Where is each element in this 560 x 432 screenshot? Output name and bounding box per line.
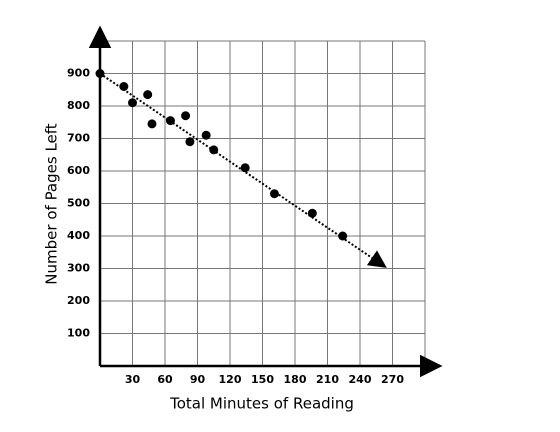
x-tick-label: 240 [349,373,372,386]
trend-line [99,72,387,268]
y-tick-label: 500 [67,197,90,210]
y-tick-label: 200 [67,294,90,307]
x-tick-label: 270 [381,373,404,386]
x-tick-label: 60 [157,373,173,386]
point [185,137,195,147]
point [119,82,129,91]
y-tick-label: 900 [67,67,90,80]
y-tick-label: 300 [67,262,90,275]
x-tick-label: 90 [190,373,206,386]
y-axis-label: Number of Pages Left [43,123,61,284]
x-tick-label: 210 [316,373,339,386]
point [307,208,317,218]
point [240,163,250,173]
x-axis-label: Total Minutes of Reading [169,395,354,413]
grid [100,40,426,366]
y-tick-label: 600 [67,164,90,177]
point [143,90,153,100]
y-tick-label: 100 [67,327,90,340]
x-tick-label: 150 [251,373,274,386]
y-tick-label: 400 [67,229,90,242]
point [209,145,219,155]
point [128,98,137,108]
point [201,130,211,140]
x-tick-label: 120 [219,373,242,386]
y-tick-label: 700 [67,132,90,145]
x-tick-label: 30 [125,373,141,386]
point [181,111,191,121]
y-tick-label: 800 [67,99,90,112]
point [338,231,348,241]
point [269,189,279,199]
x-tick-label: 180 [284,373,307,386]
point [165,116,175,126]
point [147,119,157,129]
point [95,69,105,78]
